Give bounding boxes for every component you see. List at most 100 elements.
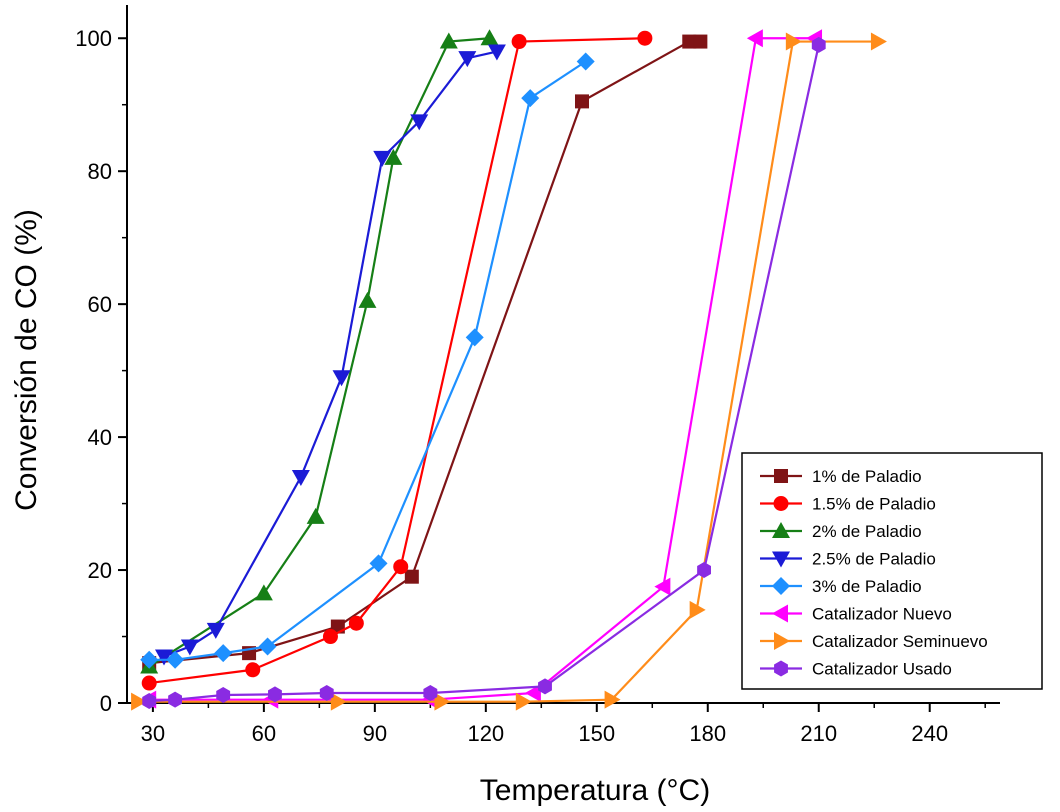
data-point	[511, 34, 527, 50]
legend-marker	[772, 522, 790, 538]
legend-marker	[772, 604, 788, 623]
y-tick-label: 100	[75, 26, 112, 51]
data-point	[258, 637, 277, 656]
legend-marker	[774, 469, 788, 483]
y-tick-label: 0	[100, 691, 112, 716]
legend-item: 3% de Paladio	[760, 577, 922, 596]
legend-item: 1% de Paladio	[760, 467, 922, 486]
data-point	[439, 32, 458, 49]
data-point	[245, 662, 261, 678]
data-point	[369, 554, 388, 573]
data-point	[168, 691, 183, 708]
x-axis-title: Temperatura (°C)	[480, 774, 710, 807]
data-point	[604, 690, 621, 709]
legend-marker	[774, 632, 790, 650]
data-point	[423, 685, 438, 702]
data-point	[576, 52, 595, 71]
y-tick-label: 40	[88, 425, 112, 450]
data-point	[373, 150, 392, 167]
data-point	[654, 577, 671, 596]
data-point	[131, 692, 148, 711]
data-point	[180, 639, 199, 656]
legend-item: Catalizador Nuevo	[760, 604, 952, 624]
x-tick-label: 60	[252, 721, 276, 746]
legend: 1% de Paladio 1.5% de Paladio 2% de Paladi…	[741, 452, 1043, 690]
data-point	[480, 29, 499, 46]
series-line	[149, 40, 701, 665]
data-point	[574, 94, 589, 109]
y-tick-label: 20	[88, 558, 112, 583]
y-axis-title: Conversión de CO (%)	[10, 209, 43, 511]
series-4	[154, 44, 506, 666]
data-point	[637, 30, 653, 46]
data-point	[254, 584, 273, 601]
x-tick-label: 240	[911, 721, 948, 746]
x-tick-label: 150	[578, 721, 615, 746]
data-point	[689, 600, 706, 619]
data-point	[384, 148, 403, 165]
data-point	[216, 687, 231, 704]
series-7	[131, 32, 887, 711]
data-point	[142, 693, 157, 710]
data-point	[487, 44, 506, 61]
data-point	[206, 622, 225, 639]
series-layer	[131, 29, 887, 711]
data-point	[870, 32, 887, 51]
data-point	[322, 629, 338, 645]
data-point	[319, 685, 334, 702]
legend-label: Catalizador Nuevo	[812, 605, 952, 624]
data-point	[306, 507, 325, 524]
data-point	[434, 692, 451, 711]
data-point	[697, 562, 711, 579]
x-tick-label: 180	[689, 721, 726, 746]
legend-marker	[774, 660, 788, 677]
legend-box	[741, 452, 1043, 690]
x-tick-label: 120	[467, 721, 504, 746]
data-point	[140, 650, 159, 669]
legend-marker	[773, 496, 789, 511]
data-point	[214, 644, 233, 663]
series-2	[141, 30, 653, 691]
y-tick-label: 80	[88, 159, 112, 184]
x-tick-label: 30	[141, 721, 165, 746]
series-line	[138, 40, 878, 703]
series-line	[149, 37, 816, 701]
legend-item: Catalizador Seminuevo	[760, 632, 988, 651]
legend-marker	[772, 577, 790, 595]
data-point	[348, 615, 364, 631]
legend-item: 2.5% de Paladio	[760, 550, 936, 569]
data-point	[358, 291, 377, 308]
legend-label: 2% de Paladio	[812, 522, 922, 541]
series-3	[140, 29, 499, 674]
series-5	[140, 52, 595, 669]
legend-item: 1.5% de Paladio	[760, 495, 936, 514]
data-point	[811, 36, 826, 53]
data-point	[268, 686, 282, 703]
series-line	[163, 50, 498, 658]
legend-marker	[772, 551, 790, 568]
data-point	[538, 678, 552, 695]
data-point	[393, 559, 409, 575]
x-tick-label: 90	[363, 721, 387, 746]
legend-label: 1.5% de Paladio	[812, 495, 936, 514]
data-point	[465, 328, 484, 347]
legend-label: 1% de Paladio	[812, 467, 922, 486]
legend-item: Catalizador Usado	[760, 660, 952, 679]
data-point	[291, 469, 310, 486]
legend-label: 3% de Paladio	[812, 577, 922, 596]
data-point	[521, 89, 540, 108]
data-point	[524, 684, 541, 703]
data-point	[404, 569, 419, 584]
data-point	[332, 370, 351, 387]
x-tick-label: 210	[800, 721, 837, 746]
series-8	[142, 36, 826, 710]
series-line	[149, 60, 587, 661]
data-point	[785, 32, 802, 51]
legend-item: 2% de Paladio	[760, 522, 922, 541]
data-point	[141, 675, 157, 691]
series-1	[142, 34, 708, 671]
data-point	[330, 692, 347, 711]
legend-label: 2.5% de Paladio	[812, 550, 936, 569]
data-point	[166, 650, 185, 669]
